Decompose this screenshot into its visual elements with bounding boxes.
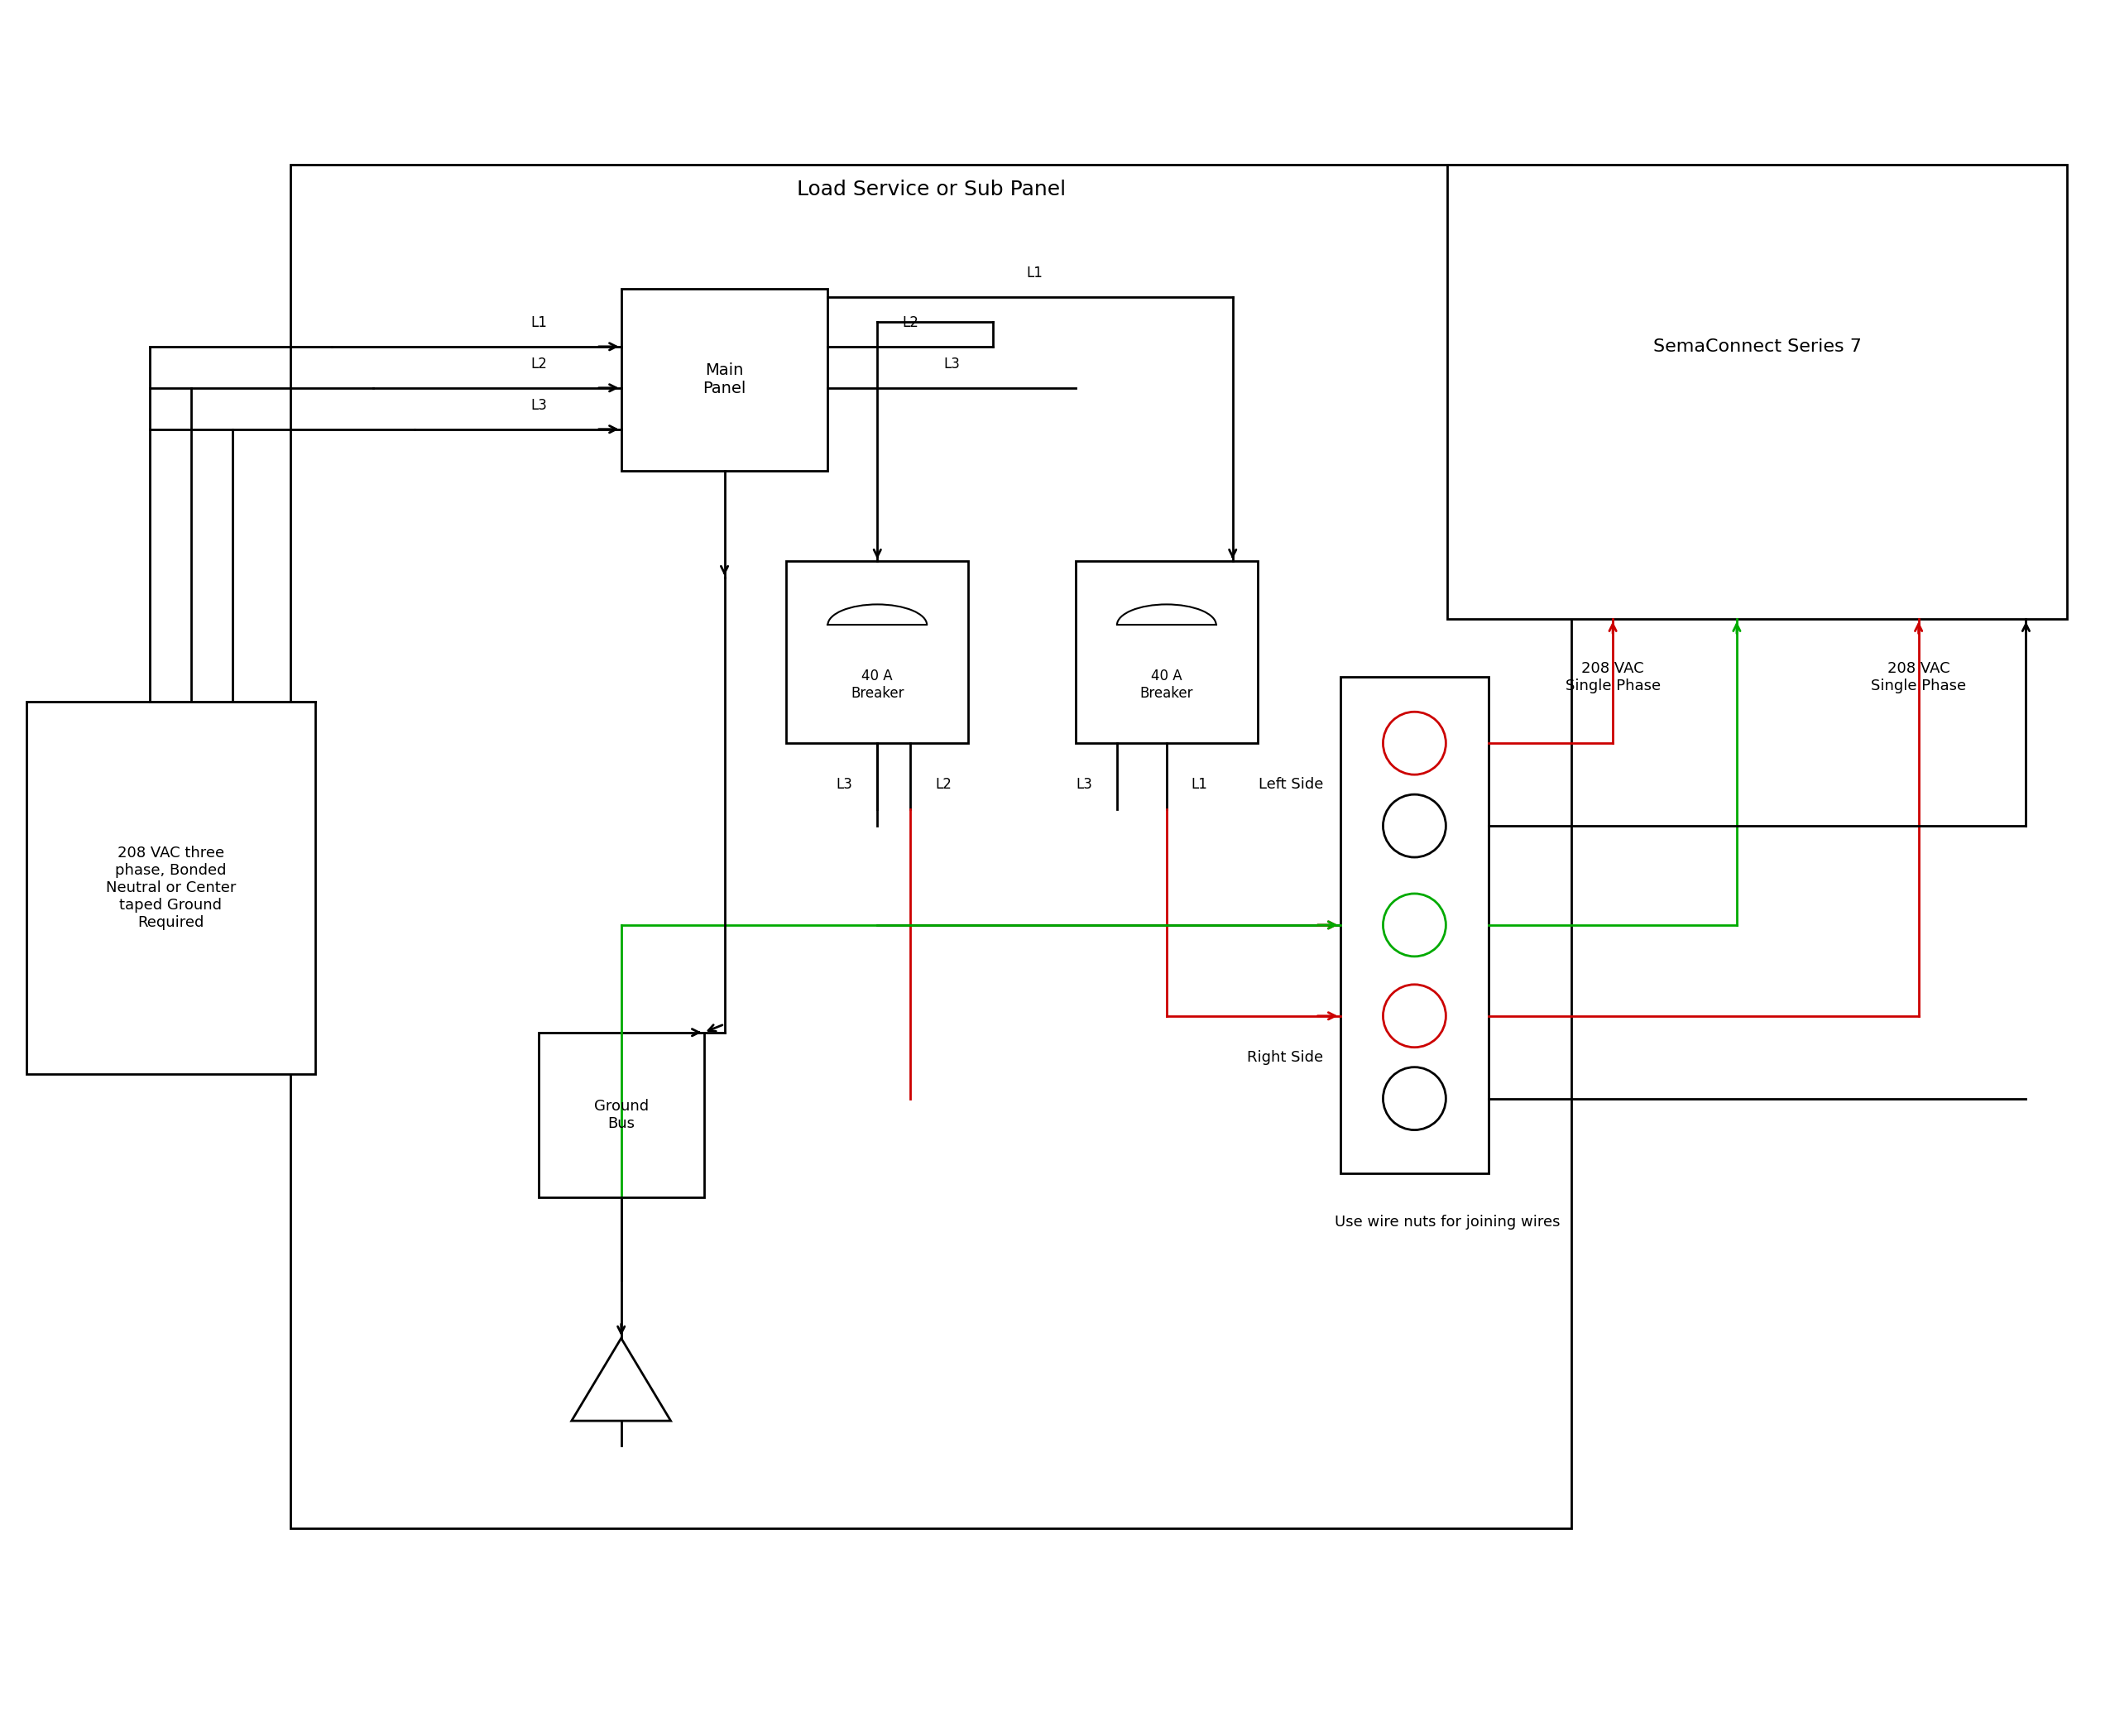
Text: L2: L2 <box>935 778 952 792</box>
FancyBboxPatch shape <box>787 561 968 743</box>
Text: L2: L2 <box>903 316 918 330</box>
FancyBboxPatch shape <box>538 1033 705 1198</box>
Text: Main
Panel: Main Panel <box>703 363 747 396</box>
Text: Ground
Bus: Ground Bus <box>593 1099 648 1132</box>
Text: Left Side: Left Side <box>1260 778 1323 792</box>
Text: 208 VAC three
phase, Bonded
Neutral or Center
taped Ground
Required: 208 VAC three phase, Bonded Neutral or C… <box>106 845 236 930</box>
Text: SemaConnect Series 7: SemaConnect Series 7 <box>1654 339 1861 354</box>
Text: L1: L1 <box>1192 778 1207 792</box>
FancyBboxPatch shape <box>1076 561 1258 743</box>
Text: L3: L3 <box>1076 778 1093 792</box>
Text: L1: L1 <box>530 316 546 330</box>
FancyBboxPatch shape <box>620 288 827 470</box>
FancyBboxPatch shape <box>1340 677 1490 1174</box>
Text: Use wire nuts for joining wires: Use wire nuts for joining wires <box>1336 1215 1559 1229</box>
Text: L2: L2 <box>530 356 546 372</box>
Text: L1: L1 <box>1025 266 1042 281</box>
Text: L3: L3 <box>530 398 546 413</box>
FancyBboxPatch shape <box>25 701 314 1075</box>
FancyBboxPatch shape <box>291 165 1572 1528</box>
FancyBboxPatch shape <box>1447 165 2068 620</box>
Text: 208 VAC
Single Phase: 208 VAC Single Phase <box>1566 661 1661 693</box>
Text: 40 A
Breaker: 40 A Breaker <box>1139 668 1194 701</box>
Text: Load Service or Sub Panel: Load Service or Sub Panel <box>798 179 1066 200</box>
Text: Right Side: Right Side <box>1247 1050 1323 1064</box>
Text: 40 A
Breaker: 40 A Breaker <box>850 668 903 701</box>
Text: 208 VAC
Single Phase: 208 VAC Single Phase <box>1872 661 1967 693</box>
Text: L3: L3 <box>943 356 960 372</box>
Text: L3: L3 <box>836 778 852 792</box>
